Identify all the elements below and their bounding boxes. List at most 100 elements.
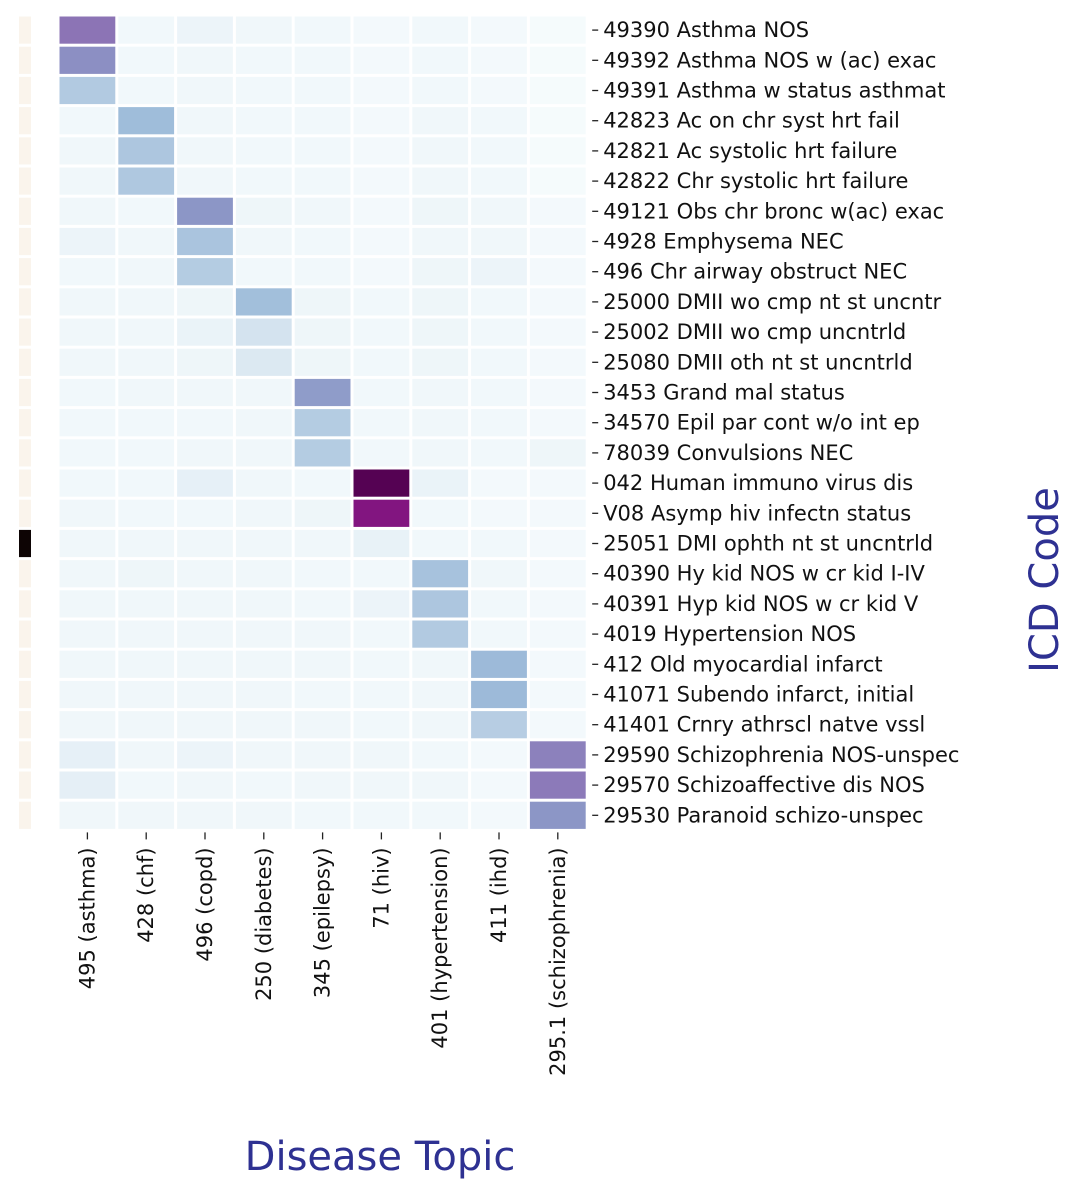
heatmap-cell [235,590,292,618]
heatmap-cell [294,197,351,225]
y-axis-title: ICD Code [1022,487,1068,673]
side-strip-cell [19,741,31,769]
heatmap-cell [412,560,469,588]
heatmap-cell [118,711,175,739]
heatmap-cell [177,650,233,678]
heatmap-cell [471,107,527,135]
heatmap-cell [59,801,116,829]
side-strip-cell [19,469,31,497]
heatmap-cell [235,801,292,829]
side-strip-cell [19,499,31,527]
heatmap-cell [412,348,469,376]
side-strip [19,16,31,829]
heatmap-cell [353,318,410,346]
heatmap-cell [235,16,292,44]
heatmap-cell [471,529,527,558]
row-label: 78039 Convulsions NEC [603,441,853,465]
column-label: 71 (hiv) [369,847,393,928]
heatmap-cell [59,378,116,407]
heatmap-cell [294,439,351,467]
row-label: 3453 Grand mal status [603,381,845,405]
heatmap-cell [235,771,292,799]
heatmap-cell [294,107,351,135]
heatmap-cells [59,16,586,829]
heatmap-cell [177,529,233,558]
heatmap-cell [529,771,586,799]
heatmap-cell [471,590,527,618]
heatmap-cell [529,620,586,648]
heatmap-cell [412,378,469,407]
heatmap-cell [235,46,292,74]
heatmap-cell [353,801,410,829]
heatmap-cell [294,771,351,799]
heatmap-cell [471,771,527,799]
heatmap-cell [294,499,351,527]
heatmap-cell [412,76,469,105]
heatmap-cell [118,409,175,437]
column-label: 496 (copd) [193,847,217,961]
heatmap-cell [353,137,410,165]
side-strip-cell [19,167,31,195]
row-label: 49391 Asthma w status asthmat [603,79,945,103]
column-label: 345 (epilepsy) [311,847,335,998]
heatmap-cell [118,318,175,346]
heatmap-cell [353,469,410,497]
heatmap-cell [529,650,586,678]
heatmap-cell [118,590,175,618]
heatmap-cell [412,620,469,648]
heatmap-cell [353,258,410,286]
heatmap-cell [353,620,410,648]
heatmap-cell [235,76,292,105]
heatmap-cell [471,318,527,346]
heatmap-cell [294,620,351,648]
heatmap-cell [235,741,292,769]
heatmap-cell [177,801,233,829]
heatmap-cell [412,499,469,527]
heatmap-cell [118,680,175,709]
side-strip-cell [19,197,31,225]
heatmap-cell [471,288,527,316]
heatmap-cell [529,76,586,105]
heatmap-cell [177,348,233,376]
row-label: 496 Chr airway obstruct NEC [603,260,907,284]
heatmap-cell [529,409,586,437]
heatmap-cell [118,227,175,256]
heatmap-cell [235,167,292,195]
heatmap-cell [59,741,116,769]
heatmap-cell [118,197,175,225]
heatmap-cell [529,801,586,829]
side-strip-cell [19,801,31,829]
heatmap-cell [177,288,233,316]
side-strip-cell [19,680,31,709]
heatmap-cell [353,167,410,195]
heatmap-cell [235,711,292,739]
row-label: 41401 Crnry athrscl natve vssl [603,713,925,737]
heatmap-cell [353,499,410,527]
heatmap-cell [177,137,233,165]
heatmap-cell [235,227,292,256]
heatmap-cell [118,560,175,588]
heatmap-cell [294,680,351,709]
heatmap-cell [59,318,116,346]
heatmap-cell [59,529,116,558]
x-axis-title: Disease Topic [245,1134,516,1180]
heatmap-cell [118,469,175,497]
heatmap-cell [118,741,175,769]
heatmap-cell [529,378,586,407]
side-strip-cell [19,107,31,135]
heatmap-cell [118,650,175,678]
heatmap-cell [118,137,175,165]
heatmap-cell [412,16,469,44]
heatmap-cell [235,560,292,588]
heatmap-cell [177,499,233,527]
column-label: 250 (diabetes) [252,847,276,1001]
side-strip-cell [19,16,31,44]
heatmap-cell [177,227,233,256]
row-label: 49121 Obs chr bronc w(ac) exac [603,199,944,223]
heatmap-cell [353,76,410,105]
heatmap-cell [471,227,527,256]
heatmap-cell [177,469,233,497]
row-label: 40390 Hy kid NOS w cr kid I-IV [603,562,925,586]
heatmap-cell [471,469,527,497]
heatmap-cell [294,76,351,105]
